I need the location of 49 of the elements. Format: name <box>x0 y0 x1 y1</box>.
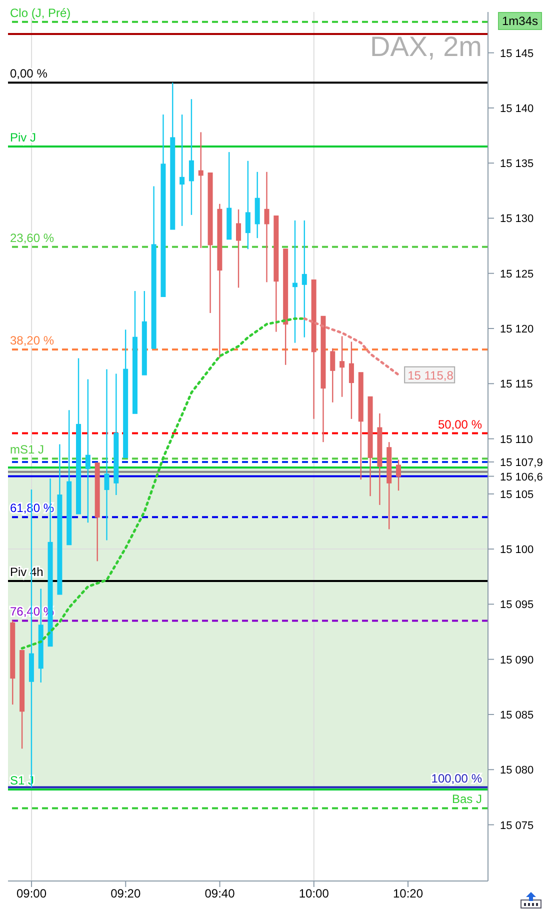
y-tick-label: 15 095 <box>500 599 534 612</box>
ref-line-label: Clo (J, Pré) <box>10 6 71 20</box>
candlestick <box>292 220 298 344</box>
y-tick-label: 15 140 <box>500 102 534 115</box>
annotation: 50,00 % <box>438 417 482 432</box>
y-tick-label: 15 080 <box>500 764 534 777</box>
candlestick <box>340 336 345 398</box>
data-label: 15 115,8 <box>408 368 454 382</box>
y-tick-label: 15 105 <box>500 488 534 501</box>
annotation: 38,20 % <box>10 333 54 348</box>
candlestick <box>198 132 204 249</box>
y-tick-label: 15 125 <box>500 268 534 280</box>
candlestick <box>302 220 307 338</box>
y-tick-label: 15 107,9 <box>500 456 543 469</box>
ref-line-label: Bas J <box>452 792 482 806</box>
ref-line-label: mS1 J <box>10 442 44 457</box>
candlestick <box>245 160 250 250</box>
candlestick <box>396 459 402 492</box>
y-tick-label: 15 110 <box>500 434 533 446</box>
y-tick-label: 15 115 <box>500 378 533 391</box>
line-series <box>303 317 400 376</box>
x-tick-label: 10:20 <box>392 886 424 901</box>
y-tick-label: 15 135 <box>500 158 534 170</box>
annotation: 0,00 % <box>10 66 48 81</box>
y-tick-label: 15 130 <box>500 213 534 226</box>
y-tick-label: 15 085 <box>500 709 534 722</box>
candlestick <box>85 378 90 524</box>
candlestick <box>348 341 354 420</box>
annotation: 100,00 % <box>431 771 482 786</box>
text: 1m34s <box>498 12 542 30</box>
y-tick-label: 15 100 <box>500 544 534 556</box>
y-tick-label: 15 090 <box>500 654 534 666</box>
y-tick-label: 15 120 <box>500 324 534 336</box>
annotation: 23,60 % <box>10 230 54 245</box>
x-tick-label: 10:00 <box>298 886 330 901</box>
candlestick <box>104 368 110 541</box>
candlestick <box>236 208 242 288</box>
candlestick <box>330 348 336 403</box>
candlestick <box>264 171 270 283</box>
y-tick-label: 15 106,6 <box>500 471 543 484</box>
ref-line-label: Piv J <box>10 130 36 145</box>
x-tick-label: 09:20 <box>110 886 141 901</box>
y-tick-label: 15 145 <box>500 48 534 60</box>
x-tick-label: 09:00 <box>16 886 47 901</box>
x-tick-label: 09:40 <box>204 886 236 901</box>
y-tick-label: 15 075 <box>500 820 534 832</box>
candlestick <box>188 98 194 216</box>
candlestick <box>180 114 185 227</box>
text: DAX, 2m <box>370 31 482 62</box>
